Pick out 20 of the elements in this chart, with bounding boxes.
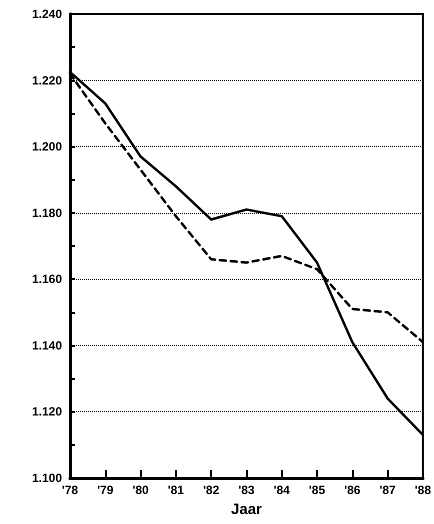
x-tick-label: '83	[238, 483, 255, 497]
x-tick-label: '85	[308, 483, 326, 497]
y-tick-label: 1.180	[32, 206, 62, 220]
y-tick-label: 1.160	[32, 272, 62, 286]
y-tick-label: 1.140	[32, 338, 62, 352]
x-tick-label: '81	[168, 483, 184, 497]
x-tick-label: '80	[132, 483, 150, 497]
y-tick-label: 1.220	[32, 73, 62, 88]
x-tick-label: '84	[274, 483, 290, 497]
x-tick-label: '87	[380, 483, 396, 497]
y-tick-label: 1.200	[32, 140, 62, 154]
y-tick-label: 1.240	[32, 7, 62, 21]
x-tick-label: '79	[97, 483, 114, 497]
x-axis-title: Jaar	[231, 501, 262, 518]
y-tick-label: 1.120	[32, 404, 62, 419]
x-tick-label: '88	[414, 483, 432, 497]
x-tick-label: '86	[344, 483, 361, 497]
x-tick-label: '82	[203, 483, 220, 497]
y-tick-label: 1.100	[32, 471, 62, 485]
x-tick-label: '78	[62, 483, 78, 497]
